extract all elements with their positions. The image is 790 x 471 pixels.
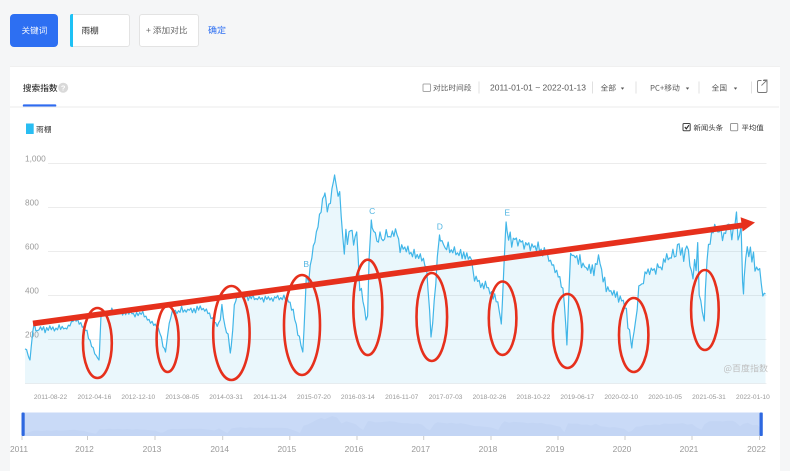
- svg-text:2014: 2014: [210, 444, 229, 454]
- svg-text:B: B: [303, 259, 309, 269]
- svg-text:2016-11-07: 2016-11-07: [385, 394, 419, 401]
- svg-text:2016-03-14: 2016-03-14: [341, 394, 375, 401]
- svg-text:C: C: [369, 206, 375, 216]
- svg-text:?: ?: [61, 84, 66, 93]
- svg-text:2011: 2011: [10, 444, 28, 454]
- svg-text:1,000: 1,000: [25, 153, 46, 163]
- svg-text:2021: 2021: [680, 444, 699, 454]
- svg-text:2022-01-10: 2022-01-10: [736, 394, 770, 401]
- svg-text:2015: 2015: [277, 444, 296, 454]
- svg-text:2018-10-22: 2018-10-22: [517, 394, 551, 401]
- svg-text:2020-02-10: 2020-02-10: [604, 394, 638, 401]
- svg-text:2017-07-03: 2017-07-03: [429, 394, 463, 401]
- svg-text:2012: 2012: [75, 444, 94, 454]
- svg-text:2020: 2020: [613, 444, 632, 454]
- svg-text:2013-08-05: 2013-08-05: [165, 394, 199, 401]
- svg-text:2012-04-16: 2012-04-16: [78, 394, 112, 401]
- svg-text:2022: 2022: [747, 444, 766, 454]
- svg-text:2014-03-31: 2014-03-31: [209, 394, 243, 401]
- svg-text:800: 800: [25, 197, 39, 207]
- svg-text:E: E: [504, 208, 510, 218]
- svg-text:2016: 2016: [345, 444, 364, 454]
- svg-text:2012-12-10: 2012-12-10: [121, 394, 155, 401]
- svg-text:2015-07-20: 2015-07-20: [297, 394, 331, 401]
- svg-text:2018-02-26: 2018-02-26: [473, 394, 507, 401]
- svg-text:2019: 2019: [546, 444, 565, 454]
- svg-text:2021-05-31: 2021-05-31: [692, 394, 726, 401]
- svg-text:2019-06-17: 2019-06-17: [560, 394, 594, 401]
- svg-text:2014-11-24: 2014-11-24: [253, 394, 287, 401]
- svg-text:400: 400: [25, 285, 39, 295]
- svg-text:2013: 2013: [143, 444, 162, 454]
- svg-text:2011-08-22: 2011-08-22: [34, 394, 68, 401]
- svg-text:2018: 2018: [479, 444, 498, 454]
- svg-text:2020-10-05: 2020-10-05: [648, 394, 682, 401]
- svg-text:2017: 2017: [411, 444, 430, 454]
- svg-text:2011-01-01 ~ 2022-01-13: 2011-01-01 ~ 2022-01-13: [490, 83, 586, 93]
- svg-text:600: 600: [25, 241, 39, 251]
- svg-text:D: D: [437, 222, 443, 232]
